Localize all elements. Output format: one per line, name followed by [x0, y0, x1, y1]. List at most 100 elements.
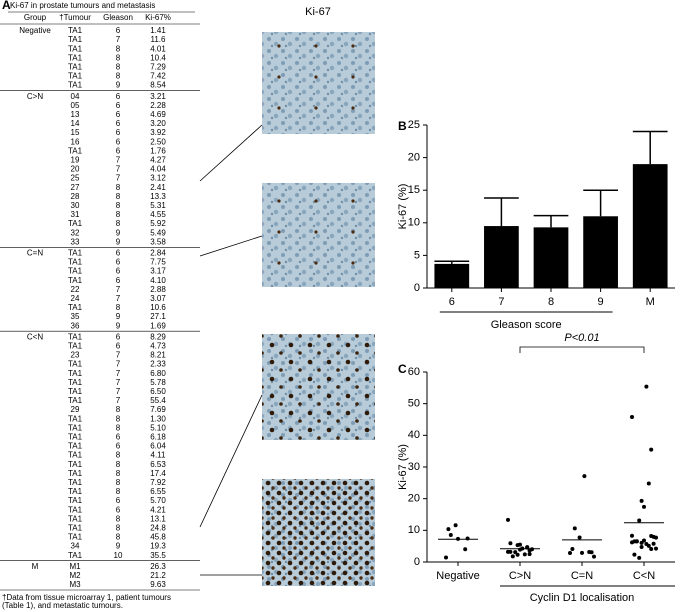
table-cell: 8: [116, 414, 121, 423]
table-cell: 6: [116, 137, 121, 146]
table-cell: 6: [116, 128, 121, 137]
table-cell: 8: [116, 423, 121, 432]
table-cell: 29: [71, 405, 80, 414]
table-cell: TA1: [68, 63, 83, 72]
table-cell: 4.73: [150, 342, 166, 351]
table-cell: TA1: [68, 460, 83, 469]
data-point: [644, 541, 649, 546]
panel-label: A: [2, 0, 11, 12]
table-cell: 4.11: [151, 451, 167, 460]
connector: [199, 235, 263, 257]
y-tick-label: 0: [414, 282, 420, 294]
table-cell: 4.69: [150, 110, 166, 119]
data-point: [642, 504, 646, 509]
table-cell: 24: [71, 294, 80, 303]
table-cell: 30: [71, 201, 80, 210]
table-cell: 6: [116, 442, 121, 451]
table-cell: 8: [116, 219, 121, 228]
data-point: [632, 552, 637, 557]
table-cell: 6: [116, 119, 121, 128]
table-cell: 17.4: [150, 469, 166, 478]
table-cell: 8: [116, 72, 121, 81]
table-cell: 6: [116, 267, 121, 276]
y-tick-label: 20: [408, 152, 420, 164]
table-cell: 05: [71, 101, 80, 110]
table-cell: 8: [116, 53, 121, 62]
table-header: Gleason: [103, 13, 133, 22]
data-point: [572, 526, 577, 531]
table-cell: 8: [116, 451, 121, 460]
table-cell: TA1: [68, 35, 83, 44]
table-cell: 6: [116, 101, 121, 110]
table-cell: TA1: [68, 514, 83, 523]
table-cell: 35.5: [150, 551, 166, 560]
table-cell: TA1: [68, 53, 83, 62]
table-cell: 34: [71, 542, 80, 551]
table-cell: 8: [116, 478, 121, 487]
table-cell: TA1: [68, 505, 83, 514]
table-cell: 7.69: [150, 405, 166, 414]
table-cell: 6: [116, 342, 121, 351]
table-cell: 6: [116, 26, 121, 35]
data-point: [508, 549, 513, 554]
table-cell: TA1: [68, 387, 83, 396]
x-tick-label: 8: [548, 296, 554, 308]
group-label: C>N: [27, 92, 43, 101]
table-cell: 22: [71, 285, 80, 294]
group-label: C=N: [27, 249, 43, 258]
table-header: Group: [24, 13, 47, 22]
data-point: [508, 541, 513, 546]
table-cell: 2.28: [150, 101, 166, 110]
table-cell: 10.4: [150, 53, 166, 62]
table-cell: 2.41: [150, 183, 166, 192]
data-point: [527, 552, 532, 557]
table-header: †Tumour: [59, 13, 91, 22]
table-cell: 3.07: [150, 294, 166, 303]
table-cell: 8: [116, 210, 121, 219]
table-cell: TA1: [68, 81, 83, 90]
table-cell: TA1: [68, 423, 83, 432]
data-point: [654, 546, 658, 551]
table-cell: TA1: [68, 414, 83, 423]
table-cell: 19: [71, 156, 80, 165]
table-cell: 5.31: [150, 201, 166, 210]
table-cell: 27.1: [150, 312, 166, 321]
table-cell: TA1: [68, 533, 83, 542]
table-cell: 3.17: [150, 267, 166, 276]
table-cell: TA1: [68, 44, 83, 53]
table-cell: 8: [116, 192, 121, 201]
table-cell: 6: [116, 332, 121, 341]
panel-label: C: [398, 362, 407, 376]
y-axis-title: Ki-67 (%): [397, 184, 409, 230]
table-cell: 7: [116, 369, 121, 378]
table-cell: 7.92: [150, 478, 166, 487]
table-cell: 31: [71, 210, 80, 219]
table-cell: 11.6: [151, 35, 167, 44]
y-axis-title: Ki-67 (%): [397, 444, 409, 490]
data-point: [639, 498, 644, 503]
data-point: [510, 554, 515, 559]
data-point: [630, 414, 634, 419]
table-cell: 7: [116, 35, 121, 44]
data-point: [513, 550, 518, 555]
table-cell: 8.29: [150, 332, 166, 341]
table-cell: TA1: [68, 433, 83, 442]
data-point: [448, 532, 453, 537]
table-cell: 9: [116, 542, 121, 551]
micrographs: [262, 32, 375, 586]
table-cell: 33: [71, 237, 80, 246]
table-cell: 6: [116, 276, 121, 285]
y-tick-label: 50: [408, 398, 420, 410]
table-cell: 4.01: [150, 44, 166, 53]
data-point: [637, 518, 642, 523]
table-cell: M1: [69, 562, 81, 571]
table-cell: 5.70: [150, 496, 166, 505]
y-tick-label: 0: [414, 556, 420, 568]
table-cell: 6: [116, 92, 121, 101]
table-cell: 8: [116, 63, 121, 72]
data-point: [634, 539, 639, 544]
table-cell: 10.6: [150, 303, 166, 312]
data-point: [527, 548, 532, 553]
table-cell: 13.3: [150, 192, 166, 201]
x-tick-label: 9: [598, 296, 604, 308]
